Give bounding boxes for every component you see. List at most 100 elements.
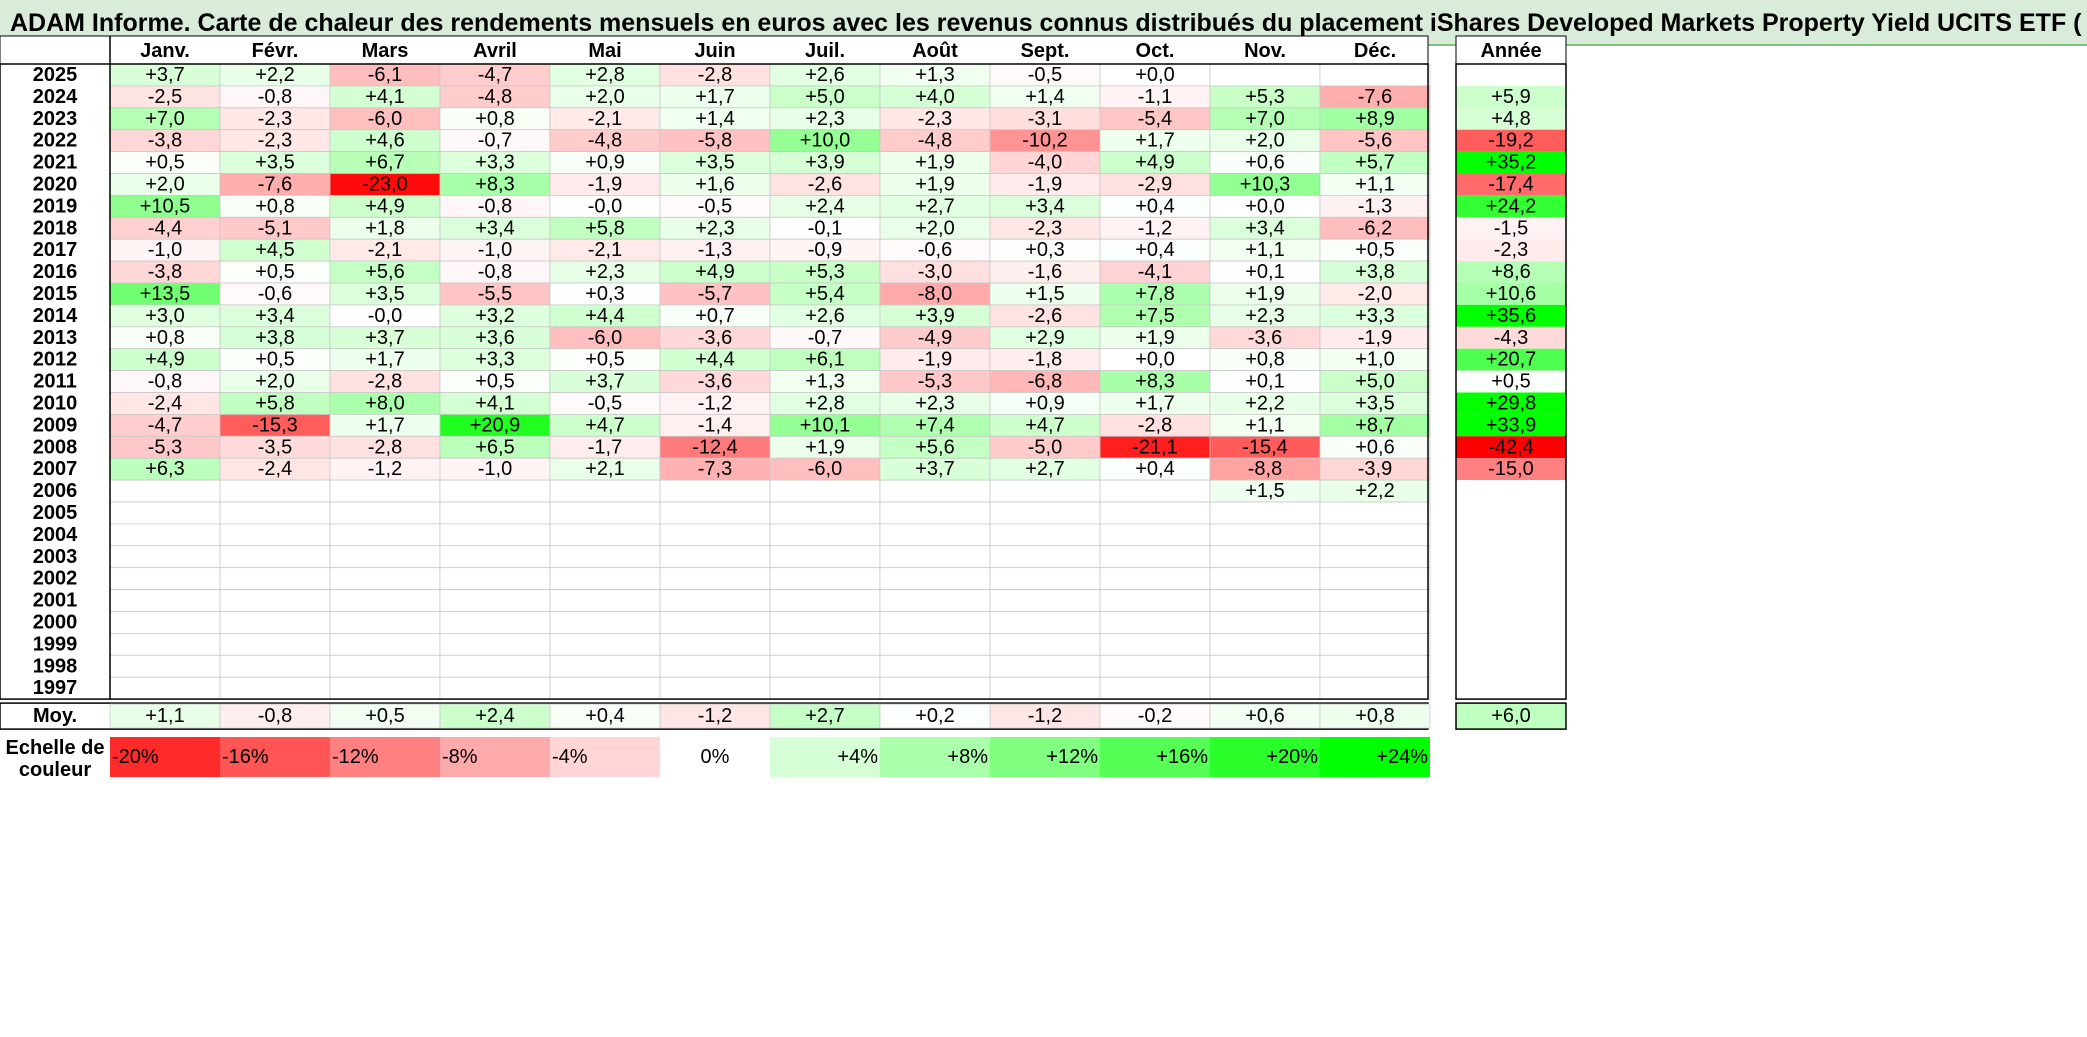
cell-value: -0,1 bbox=[808, 217, 842, 239]
annual-cell bbox=[1456, 633, 1566, 656]
annual-cell bbox=[1456, 414, 1566, 437]
year-label: 2015 bbox=[33, 283, 78, 305]
cell-value: -1,0 bbox=[478, 458, 512, 480]
cell-value: +8,7 bbox=[1355, 414, 1394, 436]
cell-value: +0,4 bbox=[1135, 195, 1174, 217]
heatmap-cell bbox=[1099, 589, 1211, 612]
cell-value: -8,8 bbox=[1248, 458, 1282, 480]
year-label: 1997 bbox=[33, 677, 78, 699]
average-value: -1,2 bbox=[698, 705, 732, 727]
average-annual-cell bbox=[1455, 702, 1567, 730]
cell-value: -5,5 bbox=[478, 283, 512, 305]
annual-cell bbox=[1456, 326, 1566, 349]
average-value: -0,8 bbox=[258, 705, 292, 727]
heatmap-cell bbox=[219, 567, 331, 591]
annual-cell bbox=[1456, 129, 1566, 152]
cell-value: -4,9 bbox=[918, 327, 952, 349]
cell-value: +3,5 bbox=[255, 152, 294, 174]
cell-value: -6,0 bbox=[588, 327, 622, 349]
cell-value: -4,0 bbox=[1028, 152, 1062, 174]
cell-value: +2,0 bbox=[585, 86, 624, 108]
heatmap-cell bbox=[879, 611, 991, 634]
average-cell bbox=[549, 703, 661, 729]
cell-value: +3,5 bbox=[695, 152, 734, 174]
heatmap-cell bbox=[879, 589, 991, 612]
annual-cell bbox=[1456, 304, 1566, 327]
annual-cell bbox=[1456, 64, 1566, 86]
annual-cell bbox=[1456, 261, 1566, 283]
annual-cell bbox=[1456, 436, 1566, 459]
heatmap-cell bbox=[879, 523, 991, 547]
cell-value: -1,0 bbox=[478, 239, 512, 261]
cell-value: -0,0 bbox=[588, 195, 622, 217]
year-header-cell bbox=[1455, 35, 1567, 65]
cell-value: +2,2 bbox=[1245, 393, 1284, 415]
cell-value: -4,7 bbox=[478, 64, 512, 86]
year-label: 2012 bbox=[33, 349, 78, 371]
cell-value: +2,2 bbox=[255, 64, 294, 86]
cell-value: +2,2 bbox=[1355, 480, 1394, 502]
heatmap-cell bbox=[1319, 611, 1431, 634]
heatmap-cell bbox=[219, 479, 331, 503]
annual-value: -1,5 bbox=[1494, 217, 1528, 239]
average-cell bbox=[109, 703, 221, 729]
year-label: 2016 bbox=[33, 261, 78, 283]
cell-value: -12,4 bbox=[692, 436, 738, 458]
cell-value: +8,3 bbox=[1135, 371, 1174, 393]
heatmap-cell bbox=[549, 567, 661, 591]
annual-cell bbox=[1456, 480, 1566, 502]
annual-value: +33,9 bbox=[1486, 414, 1537, 436]
cell-value: -4,4 bbox=[148, 217, 182, 239]
annual-cell bbox=[1456, 611, 1566, 634]
cell-value: -1,2 bbox=[698, 393, 732, 415]
cell-value: +2,0 bbox=[915, 217, 954, 239]
legend-step-label: -4% bbox=[552, 746, 588, 768]
cell-value: +13,5 bbox=[140, 283, 191, 305]
cell-value: -1,9 bbox=[1028, 174, 1062, 196]
legend-swatch bbox=[990, 737, 1100, 777]
heatmap-cell bbox=[769, 676, 881, 700]
heatmap-cell bbox=[1209, 567, 1321, 591]
heatmap-cell bbox=[439, 676, 551, 700]
cell-value: +0,8 bbox=[1245, 349, 1284, 371]
cell-value: +4,9 bbox=[365, 195, 404, 217]
cell-value: +3,3 bbox=[475, 152, 514, 174]
annual-value: -17,4 bbox=[1488, 174, 1534, 196]
legend-swatch bbox=[550, 737, 660, 777]
cell-value: -1,8 bbox=[1028, 349, 1062, 371]
cell-value: +1,3 bbox=[805, 371, 844, 393]
cell-value: +6,7 bbox=[365, 152, 404, 174]
cell-value: +1,9 bbox=[1245, 283, 1284, 305]
cell-value: +3,4 bbox=[255, 305, 294, 327]
cell-value: -0,6 bbox=[918, 239, 952, 261]
heatmap-cell bbox=[879, 545, 991, 569]
cell-value: +0,0 bbox=[1245, 195, 1284, 217]
cell-value: -0,0 bbox=[368, 305, 402, 327]
heatmap-cell bbox=[1319, 545, 1431, 569]
heatmap-cell bbox=[1319, 63, 1431, 87]
heatmap-cell bbox=[659, 479, 771, 503]
annual-cell bbox=[1456, 502, 1566, 524]
average-cell bbox=[329, 703, 441, 729]
annual-cell bbox=[1456, 107, 1566, 130]
average-value: +0,8 bbox=[1355, 705, 1394, 727]
annual-cell bbox=[1456, 523, 1566, 546]
cell-value: +0,9 bbox=[1025, 393, 1064, 415]
legend-label: Echelle de couleur bbox=[6, 737, 105, 781]
cell-value: -6,1 bbox=[368, 64, 402, 86]
legend-swatch bbox=[880, 737, 990, 777]
cell-value: -2,6 bbox=[1028, 305, 1062, 327]
heatmap-cell bbox=[439, 567, 551, 591]
cell-value: +5,7 bbox=[1355, 152, 1394, 174]
average-cell bbox=[879, 703, 991, 729]
year-label: 2014 bbox=[33, 305, 78, 327]
cell-value: +0,9 bbox=[585, 152, 624, 174]
cell-value: +10,5 bbox=[140, 195, 191, 217]
cell-value: +1,9 bbox=[915, 152, 954, 174]
cell-value: -0,7 bbox=[478, 130, 512, 152]
annual-cell bbox=[1456, 217, 1566, 240]
cell-value: -1,0 bbox=[148, 239, 182, 261]
cell-value: +4,9 bbox=[145, 349, 184, 371]
cell-value: -2,1 bbox=[368, 239, 402, 261]
cell-value: -5,3 bbox=[148, 436, 182, 458]
